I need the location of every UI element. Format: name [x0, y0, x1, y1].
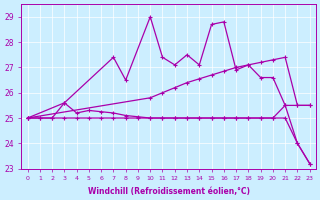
- X-axis label: Windchill (Refroidissement éolien,°C): Windchill (Refroidissement éolien,°C): [88, 187, 250, 196]
